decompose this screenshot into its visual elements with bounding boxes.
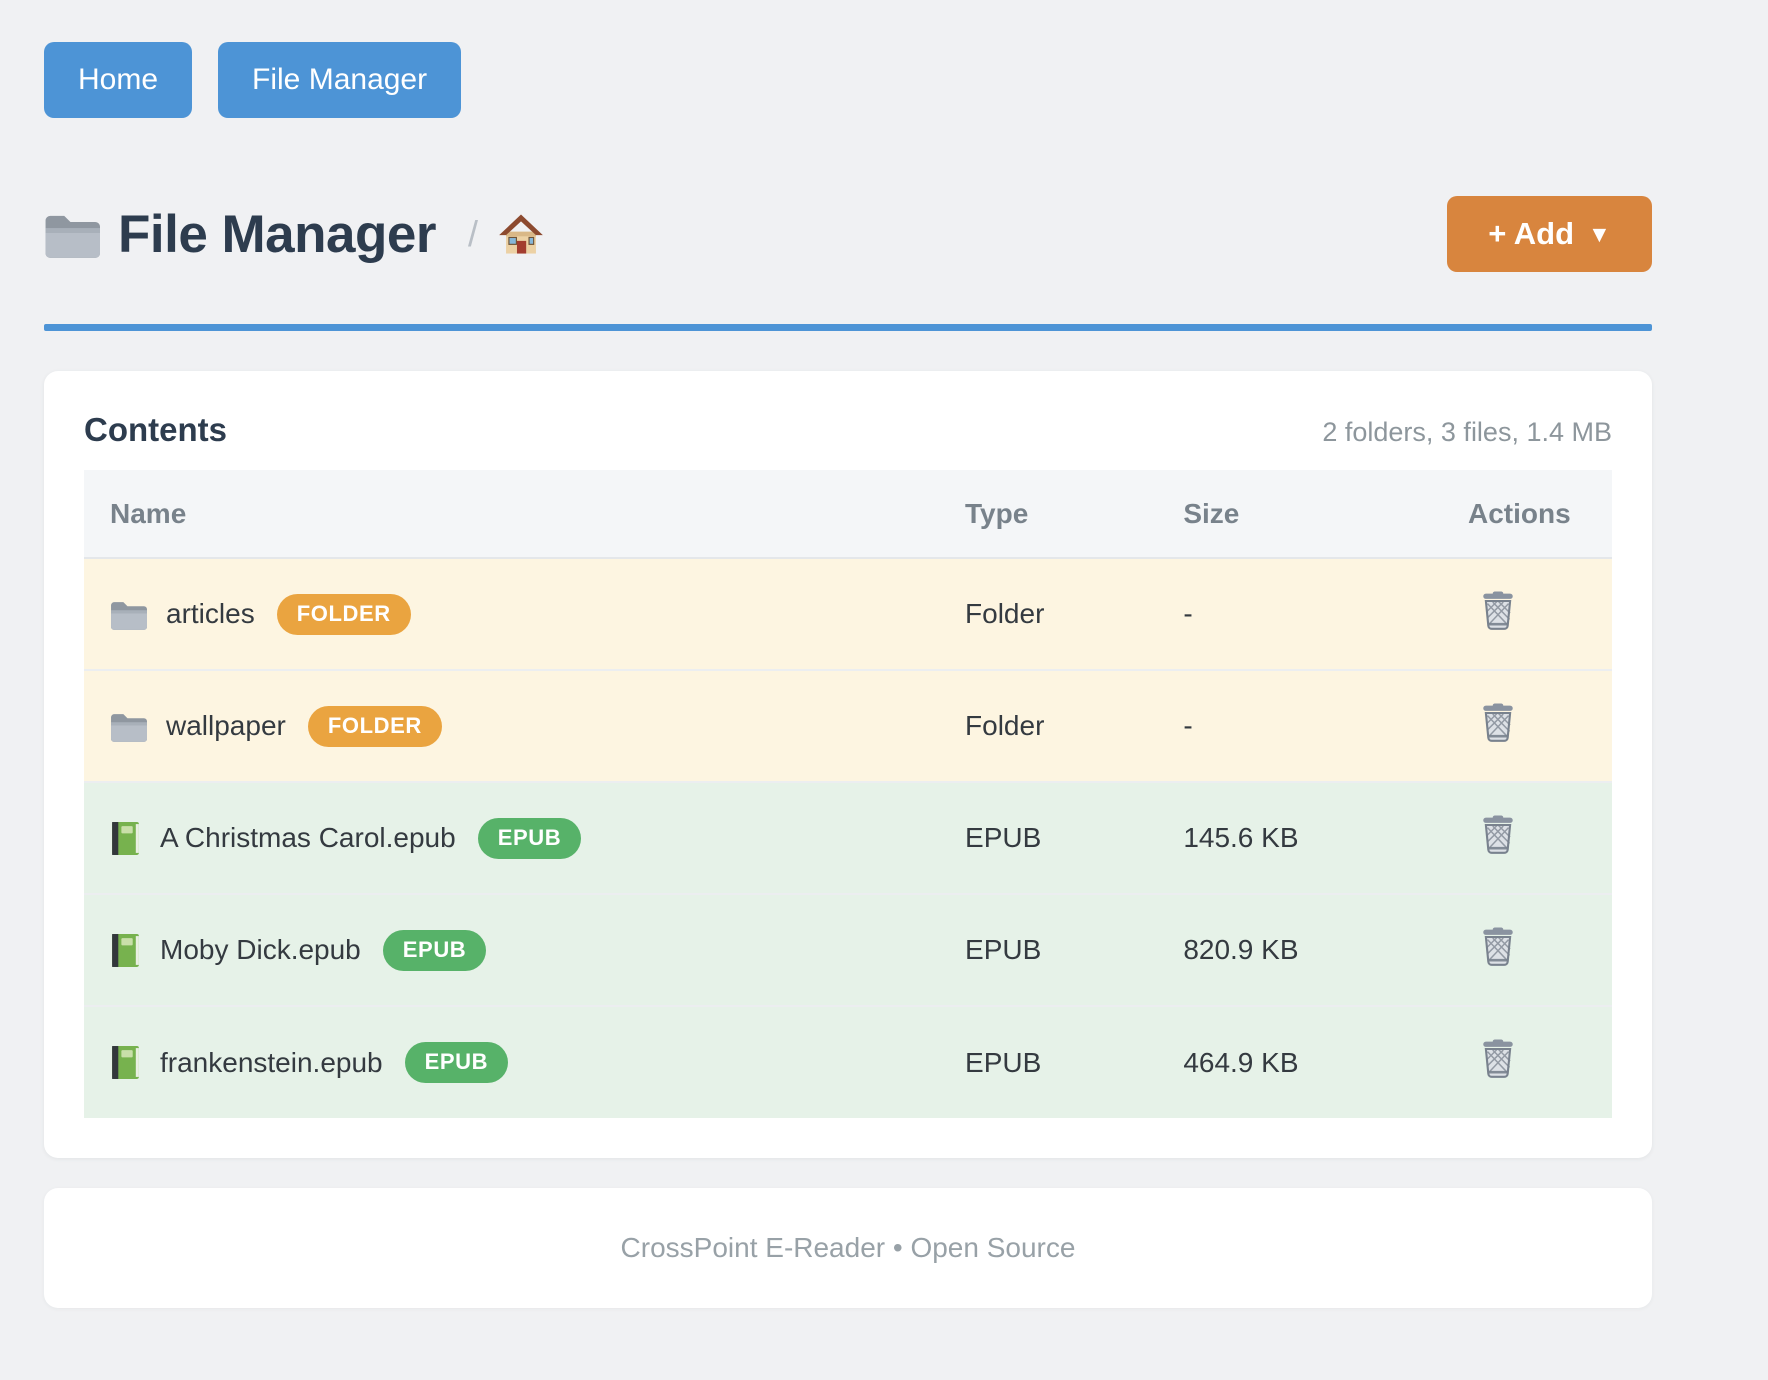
page: Home File Manager File Manager / — [44, 42, 1652, 1308]
page-header: File Manager / + Add ▼ — [44, 196, 1652, 272]
delete-button[interactable] — [1480, 927, 1516, 967]
name-cell: A Christmas Carol.epub EPUB — [110, 817, 939, 859]
file-size: - — [1157, 670, 1442, 783]
file-name: A Christmas Carol.epub — [160, 822, 456, 853]
delete-button[interactable] — [1480, 1039, 1516, 1079]
column-header-size: Size — [1157, 470, 1442, 559]
file-table-head: Name Type Size Actions — [84, 470, 1612, 559]
file-type: Folder — [939, 670, 1158, 783]
nav-file-manager-button[interactable]: File Manager — [218, 42, 462, 118]
row-icon-slot — [110, 821, 141, 856]
file-type: EPUB — [939, 782, 1158, 895]
file-size: 820.9 KB — [1157, 894, 1442, 1007]
nav-home-button[interactable]: Home — [44, 42, 193, 118]
name-cell: frankenstein.epub EPUB — [110, 1042, 939, 1083]
breadcrumb-separator: / — [467, 213, 478, 254]
add-button-label: + Add — [1488, 216, 1575, 251]
file-type: Folder — [939, 558, 1158, 671]
file-badge: FOLDER — [307, 705, 442, 747]
book-icon — [112, 933, 139, 967]
delete-button[interactable] — [1480, 815, 1516, 855]
footer: CrossPoint E-Reader • Open Source — [44, 1188, 1652, 1308]
caret-down-icon: ▼ — [1588, 220, 1611, 247]
file-size: 464.9 KB — [1183, 1046, 1299, 1078]
trash-icon — [1483, 927, 1513, 966]
trash-icon — [1483, 591, 1513, 630]
add-button[interactable]: + Add ▼ — [1447, 196, 1652, 272]
column-header-actions: Actions — [1441, 470, 1612, 559]
trash-icon — [1483, 703, 1513, 742]
row-icon-slot — [110, 711, 147, 742]
file-name: articles — [166, 598, 255, 629]
title-underline — [44, 324, 1652, 331]
file-badge: EPUB — [382, 929, 487, 971]
table-row[interactable]: articles FOLDER Folder - — [84, 558, 1612, 671]
row-icon-slot — [110, 599, 147, 630]
table-row[interactable]: A Christmas Carol.epub EPUB EPUB 145.6 K… — [84, 782, 1612, 895]
name-cell: wallpaper FOLDER — [110, 705, 939, 747]
column-header-name: Name — [84, 470, 940, 559]
folder-icon — [111, 601, 147, 630]
file-type: EPUB — [939, 894, 1158, 1007]
footer-text: CrossPoint E-Reader • Open Source — [620, 1232, 1076, 1263]
title-group: File Manager / — [44, 204, 544, 265]
contents-summary: 2 folders, 3 files, 1.4 MB — [1322, 417, 1612, 447]
row-icon-slot — [110, 933, 141, 968]
name-cell: Moby Dick.epub EPUB — [110, 929, 939, 971]
column-header-type: Type — [939, 470, 1158, 559]
table-row[interactable]: wallpaper FOLDER Folder - — [84, 670, 1612, 783]
contents-heading: Contents — [84, 411, 227, 448]
file-badge: FOLDER — [276, 593, 411, 635]
house-icon[interactable] — [498, 213, 544, 255]
file-type: EPUB — [965, 1046, 1042, 1078]
delete-button[interactable] — [1480, 703, 1516, 743]
delete-button[interactable] — [1480, 591, 1516, 631]
file-badge: EPUB — [404, 1042, 509, 1083]
file-name: Moby Dick.epub — [160, 934, 361, 965]
file-size: 145.6 KB — [1157, 782, 1442, 895]
book-icon — [112, 1046, 139, 1079]
file-name: wallpaper — [166, 710, 286, 741]
top-nav: Home File Manager — [44, 42, 1652, 118]
file-size: - — [1157, 558, 1442, 671]
contents-card: Contents 2 folders, 3 files, 1.4 MB Name… — [44, 371, 1652, 1158]
book-icon — [112, 821, 139, 855]
trash-icon — [1483, 1039, 1513, 1078]
table-row[interactable]: Moby Dick.epub EPUB EPUB 820.9 KB — [84, 894, 1612, 1007]
page-title: File Manager — [118, 204, 436, 264]
file-table-body: articles FOLDER Folder - — [84, 558, 1612, 1118]
row-icon-slot — [110, 1045, 141, 1080]
file-badge: EPUB — [477, 817, 582, 859]
contents-header: Contents 2 folders, 3 files, 1.4 MB — [84, 411, 1612, 449]
file-table: Name Type Size Actions articles FOLDER F… — [84, 470, 1612, 1118]
name-cell: articles FOLDER — [110, 593, 939, 635]
folder-icon — [44, 211, 100, 258]
trash-icon — [1483, 815, 1513, 854]
folder-icon — [111, 713, 147, 742]
table-row[interactable]: frankenstein.epub EPUB EPUB 464.9 KB — [84, 1006, 1612, 1118]
file-name: frankenstein.epub — [160, 1046, 383, 1078]
